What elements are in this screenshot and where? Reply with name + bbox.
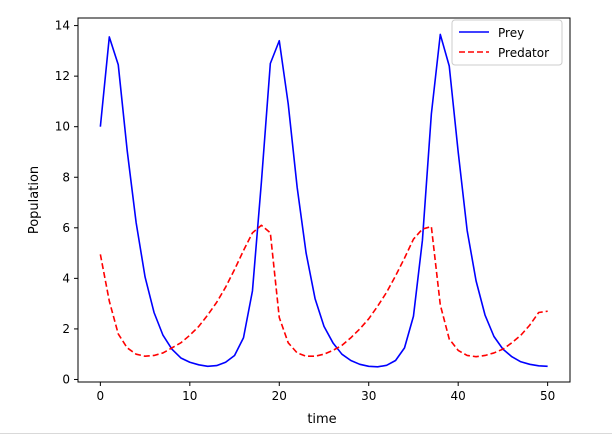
axes-frame [77,17,571,383]
window-bottom-border [0,433,612,434]
x-tick-label-20: 20 [272,389,287,403]
y-tick-label-6: 6 [62,221,70,235]
y-tick-label-14: 14 [55,19,70,33]
x-axis-label: time [307,412,336,427]
series-line-prey [99,33,548,368]
series-layer [99,33,548,368]
y-tick-label-0: 0 [62,372,70,386]
y-axis: 0 2 4 6 8 10 12 14 [55,19,78,386]
y-axis-label: Population [27,166,42,234]
x-tick-label-0: 0 [97,389,105,403]
legend-predator-label: Predator [498,46,549,60]
x-tick-label-30: 30 [361,389,376,403]
y-tick-label-12: 12 [55,69,70,83]
x-axis: 0 10 20 30 40 50 [97,382,555,403]
y-tick-label-2: 2 [62,322,70,336]
x-tick-label-40: 40 [451,389,466,403]
x-tick-label-50: 50 [540,389,555,403]
series-line-predator [99,224,548,358]
y-tick-label-8: 8 [62,170,70,184]
y-tick-label-10: 10 [55,120,70,134]
x-tick-label-10: 10 [182,389,197,403]
legend: Prey Predator [451,19,563,66]
y-tick-label-4: 4 [62,271,70,285]
legend-prey-label: Prey [498,26,524,40]
